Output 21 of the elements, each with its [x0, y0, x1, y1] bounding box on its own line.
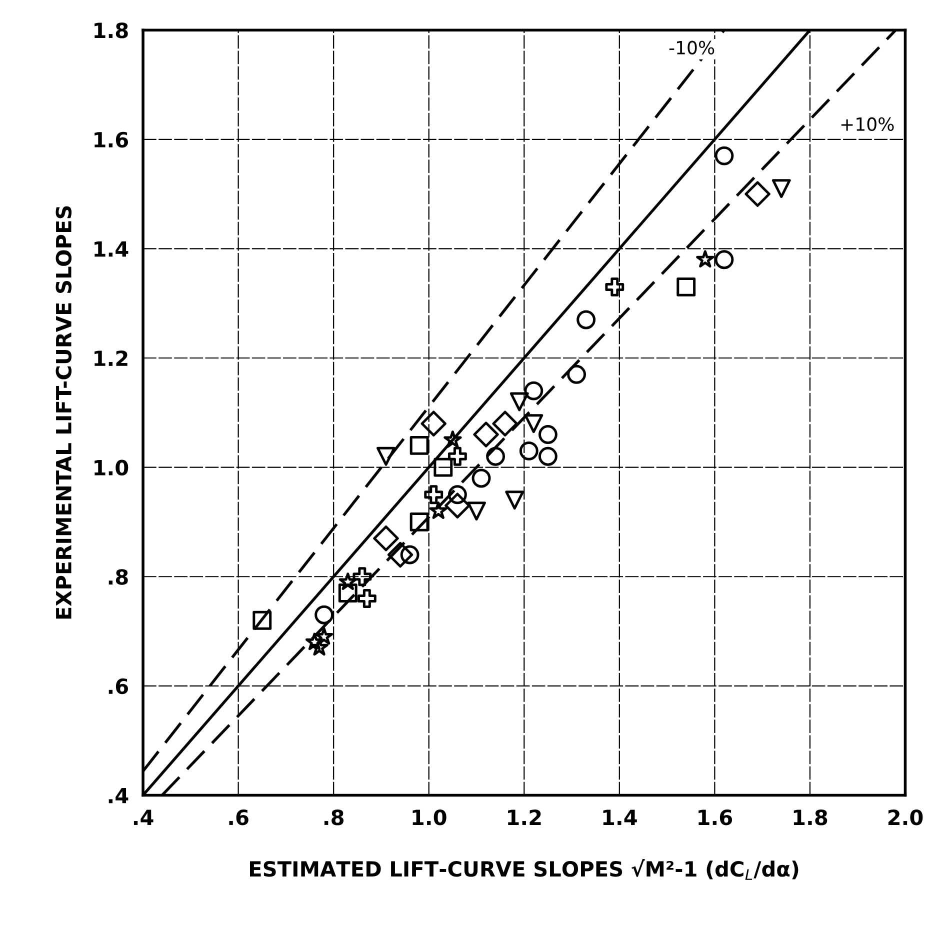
x-axis-title: ESTIMATED LIFT-CURVE SLOPES √M²-1 (dC$_{L}$/dα) — [250, 859, 798, 880]
x-tick-label: 1.6 — [698, 810, 732, 826]
x-tick-label: 1.2 — [508, 809, 541, 825]
y-tick-label: .4 — [108, 788, 128, 804]
y-tick-label: 1.4 — [94, 241, 128, 257]
y-tick-label: 1.6 — [94, 132, 128, 148]
y-tick-label: 1.2 — [94, 350, 128, 366]
y-tick-label: .8 — [108, 569, 128, 585]
annotation: +10% — [841, 117, 894, 131]
x-tick-label: .4 — [134, 810, 154, 825]
x-tick-label: .8 — [324, 809, 344, 826]
x-tick-label: 1.8 — [794, 809, 828, 826]
y-tick-label: 1.0 — [94, 460, 128, 476]
y-axis-title: EXPERIMENTAL LIFT-CURVE SLOPES — [56, 206, 72, 619]
y-tick-label: .6 — [108, 678, 128, 694]
y-tick-label: 1.8 — [94, 22, 128, 38]
x-tick-label: 1.0 — [412, 809, 446, 826]
annotation: -10% — [669, 40, 714, 54]
x-tick-label: 2.0 — [888, 809, 923, 826]
x-tick-label: .6 — [229, 810, 248, 826]
x-tick-label: 1.4 — [603, 810, 637, 825]
